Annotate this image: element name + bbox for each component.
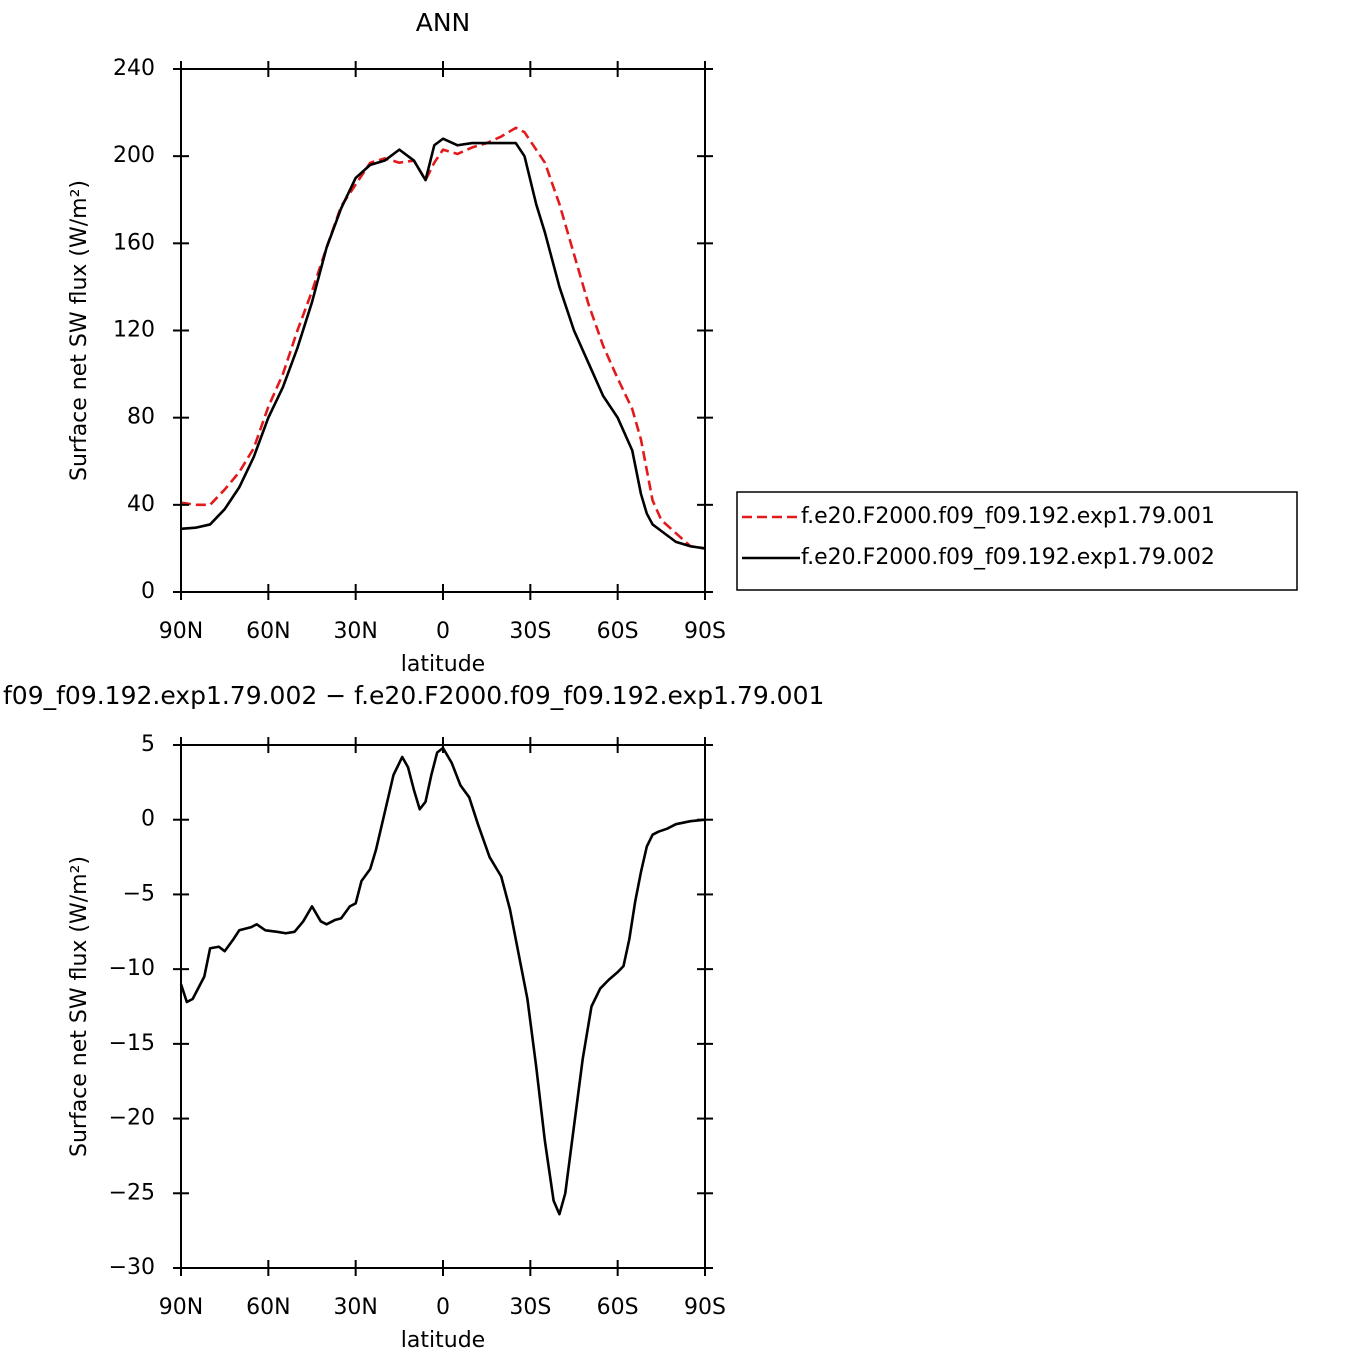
legend-box bbox=[736, 491, 1298, 591]
x-tick-label: 60S bbox=[597, 1295, 639, 1320]
plot-frame bbox=[180, 744, 706, 1269]
chart-title: ANN bbox=[416, 8, 471, 37]
chart-title: f09_f09.192.exp1.79.002 − f.e20.F2000.f0… bbox=[3, 681, 824, 710]
y-tick-label: 5 bbox=[141, 732, 155, 757]
x-tick-label: 90S bbox=[684, 619, 726, 644]
data-line bbox=[180, 126, 706, 550]
legend-label: f.e20.F2000.f09_f09.192.exp1.79.002 bbox=[801, 545, 1215, 570]
x-tick-label: 90N bbox=[159, 1295, 203, 1320]
data-line bbox=[180, 137, 706, 550]
x-tick-label: 60N bbox=[246, 1295, 290, 1320]
x-tick-label: 60N bbox=[246, 619, 290, 644]
y-tick-label: 0 bbox=[141, 807, 155, 832]
y-tick-label: 200 bbox=[113, 143, 155, 168]
y-tick-label: −5 bbox=[123, 881, 155, 906]
data-line bbox=[179, 746, 706, 1216]
x-tick-label: 30N bbox=[333, 1295, 377, 1320]
y-tick-label: 0 bbox=[141, 579, 155, 604]
x-tick-label: 90N bbox=[159, 619, 203, 644]
x-tick-label: 60S bbox=[597, 619, 639, 644]
y-tick-label: 120 bbox=[113, 318, 155, 343]
x-axis-label: latitude bbox=[401, 1328, 485, 1353]
legend-label: f.e20.F2000.f09_f09.192.exp1.79.001 bbox=[801, 504, 1215, 529]
x-axis-label: latitude bbox=[401, 652, 485, 677]
y-tick-label: −15 bbox=[109, 1031, 155, 1056]
x-tick-label: 30N bbox=[333, 619, 377, 644]
y-tick-label: 160 bbox=[113, 230, 155, 255]
x-tick-label: 30S bbox=[509, 619, 551, 644]
plot-frame bbox=[180, 68, 706, 593]
x-tick-label: 90S bbox=[684, 1295, 726, 1320]
y-tick-label: −30 bbox=[109, 1255, 155, 1280]
y-tick-label: 240 bbox=[113, 56, 155, 81]
y-tick-label: −25 bbox=[109, 1180, 155, 1205]
x-tick-label: 30S bbox=[509, 1295, 551, 1320]
y-tick-label: −20 bbox=[109, 1106, 155, 1131]
y-tick-label: 80 bbox=[127, 405, 155, 430]
y-tick-label: −10 bbox=[109, 956, 155, 981]
y-axis-label: Surface net SW flux (W/m²) bbox=[67, 856, 92, 1157]
x-tick-label: 0 bbox=[436, 619, 450, 644]
x-tick-label: 0 bbox=[436, 1295, 450, 1320]
y-tick-label: 40 bbox=[127, 492, 155, 517]
y-axis-label: Surface net SW flux (W/m²) bbox=[67, 180, 92, 481]
